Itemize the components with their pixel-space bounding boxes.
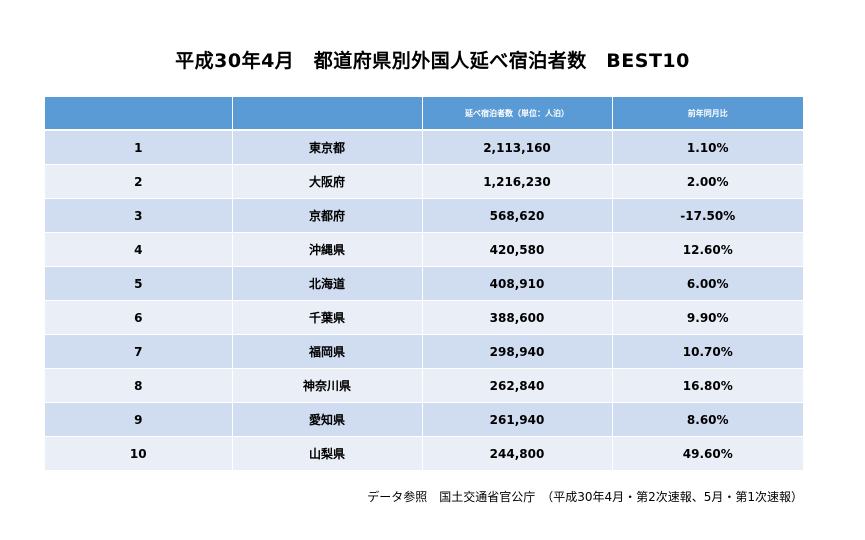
yoy-cell: 16.80%: [612, 368, 803, 403]
rank-cell: 5: [45, 266, 233, 301]
yoy-cell: -17.50%: [612, 198, 803, 233]
rank-cell: 7: [45, 334, 233, 369]
yoy-cell: 12.60%: [612, 232, 803, 267]
guests-cell: 568,620: [422, 198, 613, 233]
rank-cell: 1: [45, 130, 233, 165]
guests-cell: 261,940: [422, 402, 613, 437]
table-row: 2 大阪府 1,216,230 2.00%: [45, 164, 803, 199]
prefecture-cell: 大阪府: [232, 164, 423, 199]
ranking-table: 延べ宿泊者数（単位：人泊） 前年同月比 1 東京都 2,113,160 1.10…: [45, 97, 803, 471]
rank-cell: 3: [45, 198, 233, 233]
prefecture-cell: 京都府: [232, 198, 423, 233]
table-row: 4 沖縄県 420,580 12.60%: [45, 232, 803, 267]
prefecture-cell: 沖縄県: [232, 232, 423, 267]
yoy-cell: 49.60%: [612, 436, 803, 471]
table-row: 5 北海道 408,910 6.00%: [45, 266, 803, 301]
rank-cell: 6: [45, 300, 233, 335]
guests-cell: 244,800: [422, 436, 613, 471]
table-row: 3 京都府 568,620 -17.50%: [45, 198, 803, 233]
rank-cell: 9: [45, 402, 233, 437]
guests-cell: 262,840: [422, 368, 613, 403]
guests-cell: 408,910: [422, 266, 613, 301]
prefecture-cell: 愛知県: [232, 402, 423, 437]
prefecture-cell: 千葉県: [232, 300, 423, 335]
yoy-cell: 8.60%: [612, 402, 803, 437]
table-row: 10 山梨県 244,800 49.60%: [45, 436, 803, 471]
yoy-cell: 10.70%: [612, 334, 803, 369]
rank-cell: 10: [45, 436, 233, 471]
guests-cell: 420,580: [422, 232, 613, 267]
rank-cell: 4: [45, 232, 233, 267]
guests-cell: 298,940: [422, 334, 613, 369]
header-guests: 延べ宿泊者数（単位：人泊）: [422, 97, 613, 131]
prefecture-cell: 北海道: [232, 266, 423, 301]
table-row: 1 東京都 2,113,160 1.10%: [45, 130, 803, 165]
yoy-cell: 9.90%: [612, 300, 803, 335]
prefecture-cell: 東京都: [232, 130, 423, 165]
prefecture-cell: 山梨県: [232, 436, 423, 471]
table-row: 8 神奈川県 262,840 16.80%: [45, 368, 803, 403]
source-note: データ参照 国土交通省官公庁 （平成30年4月・第2次速報、5月・第1次速報）: [367, 490, 803, 504]
page-title: 平成30年4月 都道府県別外国人延べ宿泊者数 BEST10: [175, 50, 690, 72]
header-rank: [45, 97, 233, 131]
table-row: 7 福岡県 298,940 10.70%: [45, 334, 803, 369]
guests-cell: 2,113,160: [422, 130, 613, 165]
yoy-cell: 1.10%: [612, 130, 803, 165]
guests-cell: 388,600: [422, 300, 613, 335]
guests-cell: 1,216,230: [422, 164, 613, 199]
header-yoy: 前年同月比: [612, 97, 803, 131]
header-prefecture: [232, 97, 423, 131]
yoy-cell: 6.00%: [612, 266, 803, 301]
yoy-cell: 2.00%: [612, 164, 803, 199]
table-row: 9 愛知県 261,940 8.60%: [45, 402, 803, 437]
table-header-row: 延べ宿泊者数（単位：人泊） 前年同月比: [45, 97, 803, 131]
rank-cell: 8: [45, 368, 233, 403]
prefecture-cell: 神奈川県: [232, 368, 423, 403]
rank-cell: 2: [45, 164, 233, 199]
table-row: 6 千葉県 388,600 9.90%: [45, 300, 803, 335]
prefecture-cell: 福岡県: [232, 334, 423, 369]
